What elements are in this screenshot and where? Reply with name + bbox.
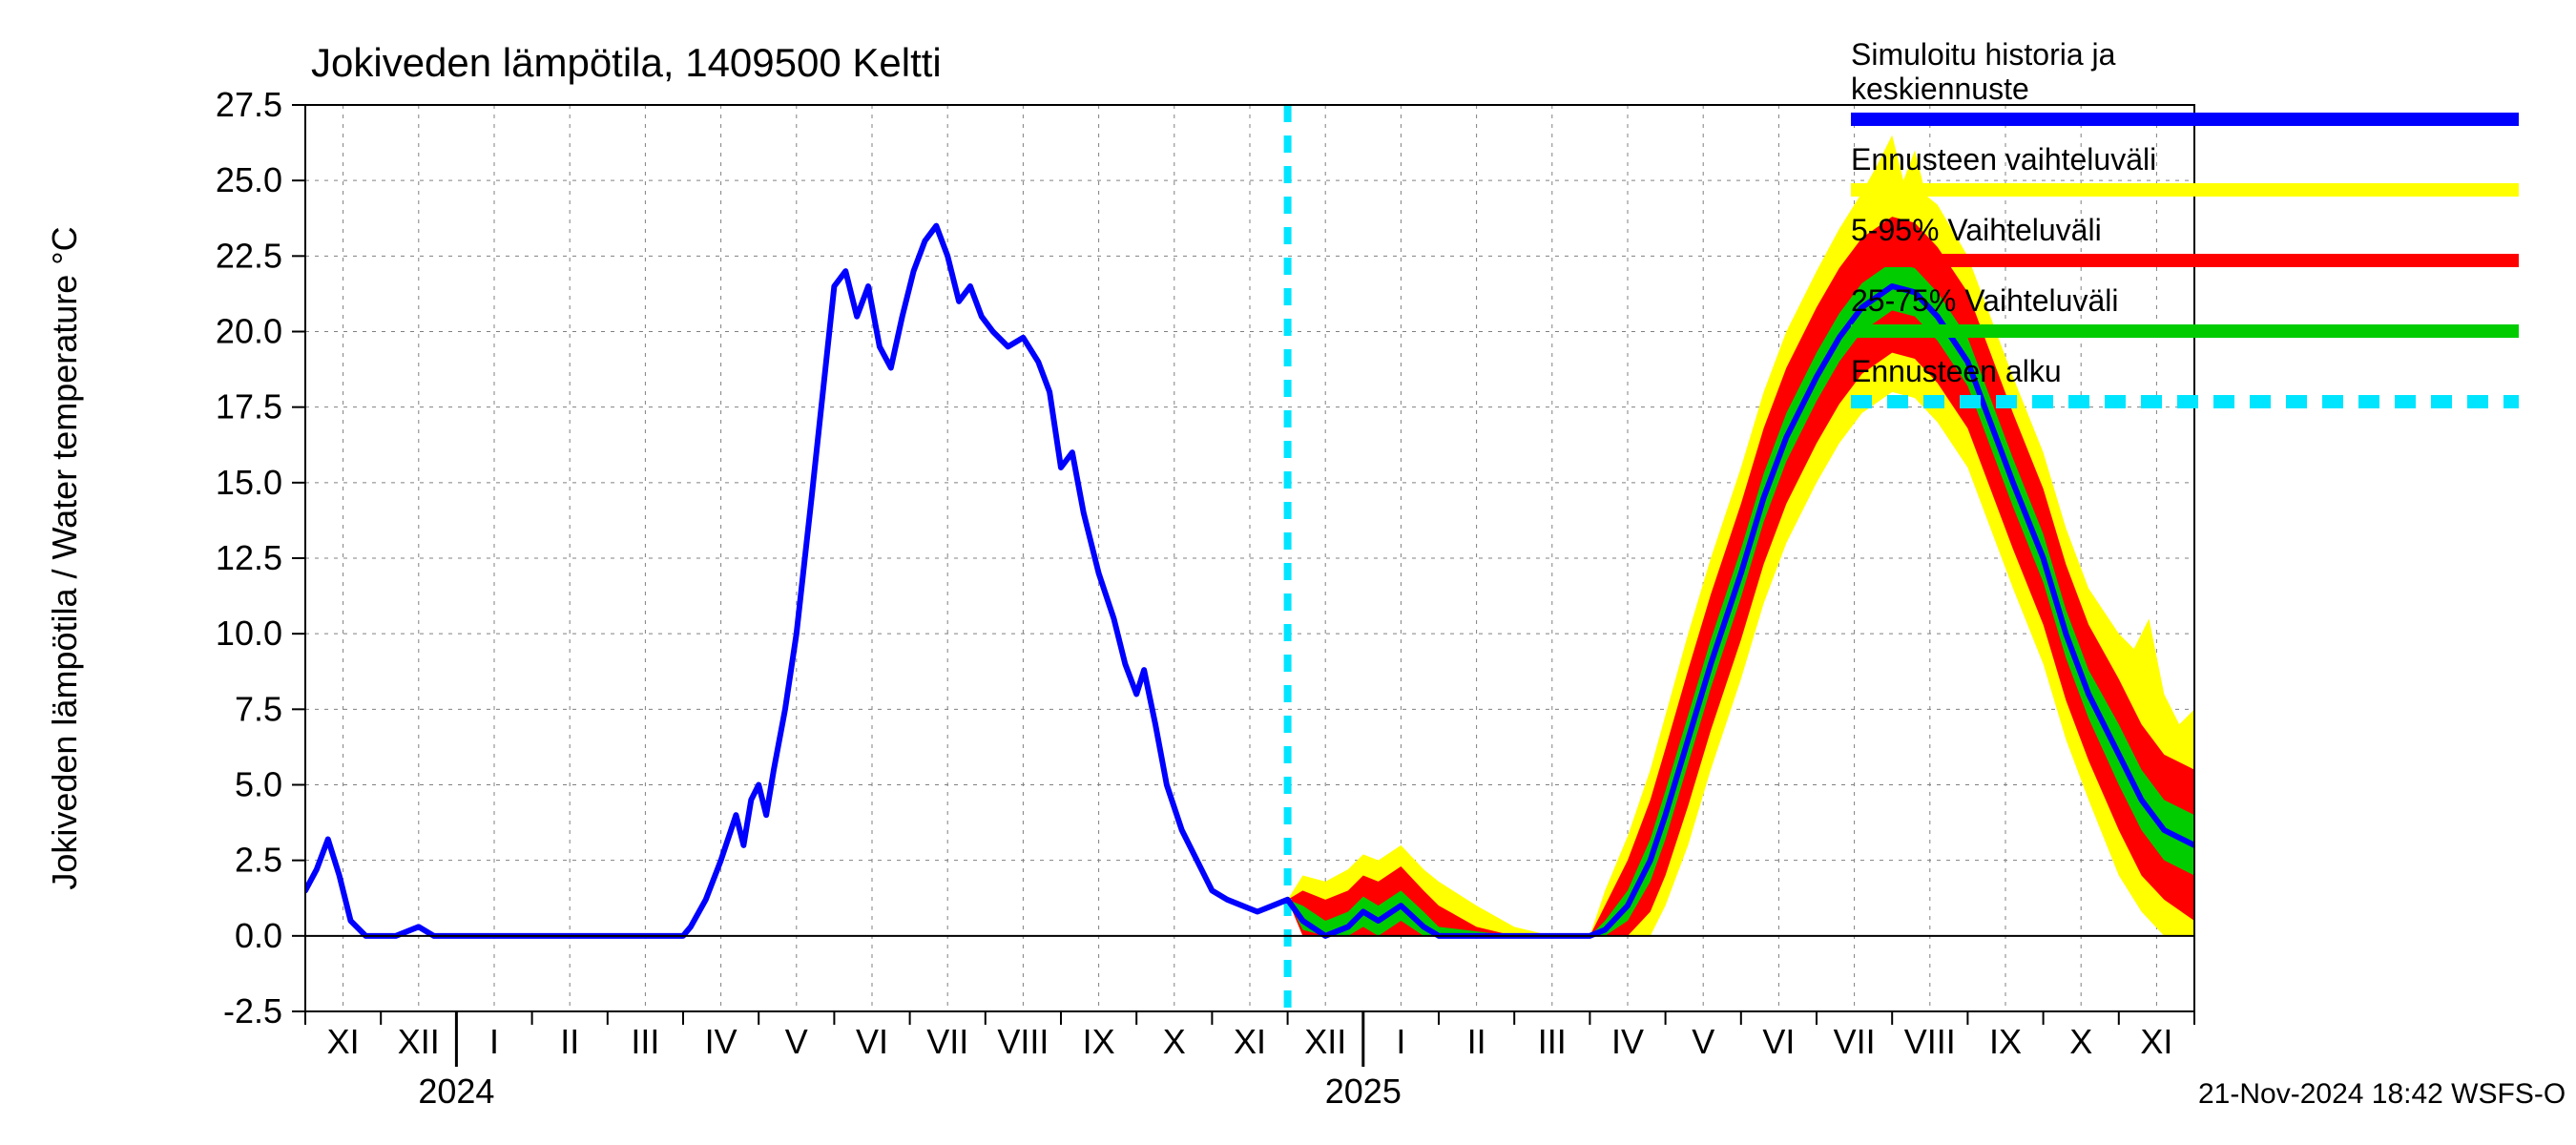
month-label: V [785,1022,808,1061]
chart-svg: -2.5 0.0 2.5 5.0 7.5 10.0 12.5 15.0 17.5 20.0 22.5… [0,0,2576,1145]
y-tick-label: 5.0 [235,765,282,804]
month-label: IX [1989,1022,2022,1061]
legend-label: Simuloitu historia ja [1851,37,2116,72]
month-label: XI [1234,1022,1266,1061]
month-label: II [1467,1022,1486,1061]
month-label: III [1538,1022,1567,1061]
month-label: VIII [1904,1022,1956,1061]
month-label: VIII [997,1022,1049,1061]
legend-label: Ennusteen vaihteluväli [1851,142,2156,177]
y-axis-label: Jokiveden lämpötila / Water temperature … [45,226,84,889]
month-label: VI [1762,1022,1795,1061]
footer-timestamp: 21-Nov-2024 18:42 WSFS-O [2198,1078,2566,1110]
legend-swatch [1851,183,2519,197]
y-tick-label: 0.0 [235,916,282,955]
y-tick-label: 15.0 [216,463,282,502]
legend-label: 25-75% Vaihteluväli [1851,283,2118,318]
y-tick-label: 22.5 [216,236,282,275]
chart-title: Jokiveden lämpötila, 1409500 Keltti [311,40,942,85]
y-tick-label: 7.5 [235,689,282,728]
month-label: IV [705,1022,737,1061]
y-tick-label: 20.0 [216,312,282,351]
month-label: III [631,1022,659,1061]
month-label: V [1692,1022,1714,1061]
y-tick-label: 27.5 [216,85,282,124]
y-tick-label: -2.5 [223,991,282,1030]
legend-label: keskiennuste [1851,72,2029,106]
legend-label: Ennusteen alku [1851,354,2062,388]
month-label: XII [398,1022,440,1061]
month-label: XI [2140,1022,2172,1061]
month-label: VI [856,1022,888,1061]
legend-swatch [1851,113,2519,126]
y-tick-label: 17.5 [216,387,282,427]
y-tick-label: 25.0 [216,160,282,199]
month-label: IV [1611,1022,1644,1061]
month-label: I [489,1022,499,1061]
y-tick-label: 2.5 [235,841,282,880]
chart-container: -2.5 0.0 2.5 5.0 7.5 10.0 12.5 15.0 17.5 20.0 22.5… [0,0,2576,1145]
legend-label: 5-95% Vaihteluväli [1851,213,2102,247]
month-label: VII [926,1022,968,1061]
legend-swatch [1851,324,2519,338]
month-label: VII [1834,1022,1876,1061]
month-label: X [1163,1022,1186,1061]
month-label: I [1396,1022,1405,1061]
y-tick-label: 12.5 [216,538,282,577]
month-label: X [2069,1022,2092,1061]
year-label: 2025 [1325,1072,1402,1111]
y-tick-label: 10.0 [216,614,282,653]
month-label: IX [1083,1022,1115,1061]
month-label: XI [327,1022,360,1061]
legend-swatch [1851,254,2519,267]
year-label: 2024 [418,1072,494,1111]
month-label: XII [1304,1022,1346,1061]
month-label: II [560,1022,579,1061]
